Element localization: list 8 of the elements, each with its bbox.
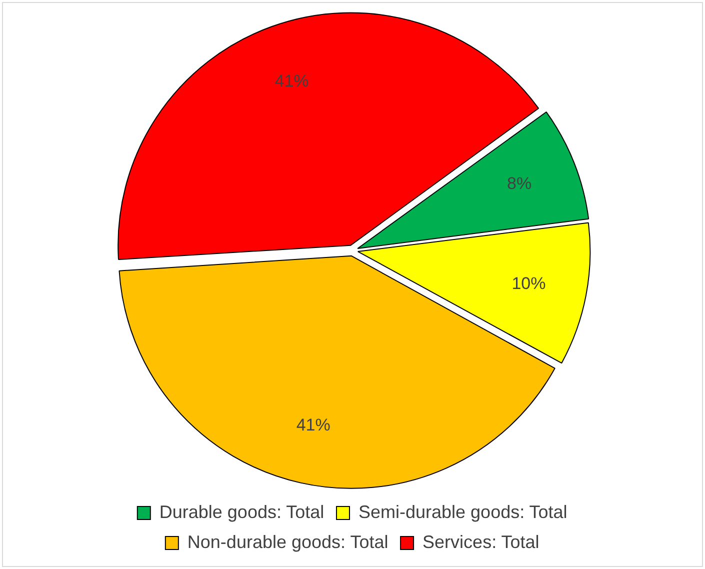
data-label: 10%	[512, 274, 546, 293]
legend-label: Semi-durable goods: Total	[358, 502, 568, 522]
legend-label: Non-durable goods: Total	[187, 532, 388, 552]
data-label: 41%	[274, 71, 309, 90]
data-label: 41%	[296, 415, 330, 434]
data-label: 8%	[507, 174, 532, 194]
legend-label: Durable goods: Total	[159, 502, 324, 522]
legend-label: Services: Total	[422, 532, 540, 552]
